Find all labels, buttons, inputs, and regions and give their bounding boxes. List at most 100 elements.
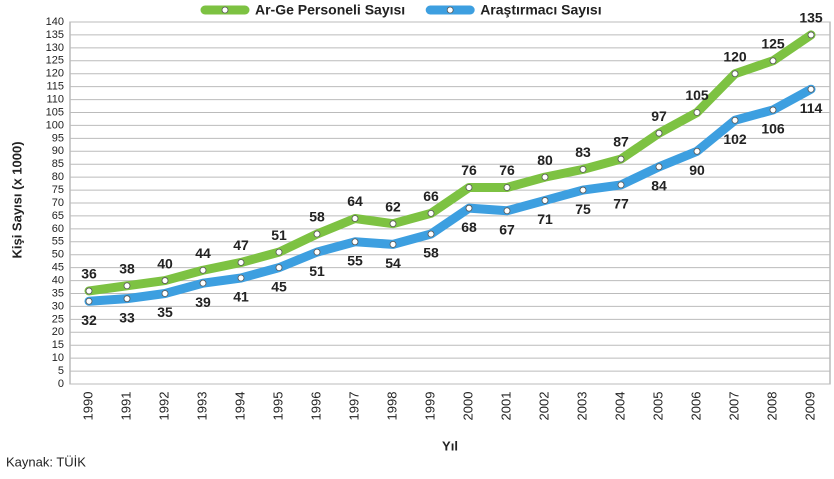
value-label: 106	[761, 121, 785, 137]
x-axis-label: Yıl	[442, 438, 458, 453]
y-tick-label: 30	[52, 300, 64, 312]
value-label: 77	[613, 196, 629, 212]
y-tick-label: 115	[46, 81, 64, 93]
point-marker	[579, 186, 587, 194]
value-label: 135	[799, 10, 823, 26]
point-marker	[199, 266, 207, 274]
point-marker	[731, 116, 739, 124]
y-tick-label: 75	[52, 184, 64, 196]
x-tick-label: 1990	[80, 392, 95, 421]
x-tick-label: 2001	[498, 392, 513, 421]
value-label: 40	[157, 255, 173, 271]
point-marker	[313, 248, 321, 256]
y-tick-label: 135	[46, 29, 64, 41]
point-marker	[275, 264, 283, 272]
series-line	[84, 30, 816, 296]
value-label: 32	[81, 312, 97, 328]
value-label: 51	[271, 227, 287, 243]
value-label: 97	[651, 108, 667, 124]
legend-marker	[221, 6, 229, 14]
y-tick-label: 45	[52, 262, 64, 274]
x-tick-label: 2006	[688, 392, 703, 421]
value-label: 75	[575, 201, 591, 217]
value-label: 47	[233, 237, 249, 253]
y-tick-label: 110	[46, 93, 64, 105]
point-marker	[769, 57, 777, 65]
y-tick-label: 55	[52, 236, 64, 248]
value-label: 76	[499, 162, 515, 178]
x-tick-label: 1993	[194, 392, 209, 421]
value-label: 83	[575, 144, 591, 160]
y-tick-label: 85	[52, 158, 64, 170]
y-tick-label: 50	[52, 249, 64, 261]
legend-label: Ar-Ge Personeli Sayısı	[255, 2, 405, 18]
x-tick-label: 1992	[156, 392, 171, 421]
y-tick-label: 0	[58, 378, 64, 390]
x-tick-label: 1996	[308, 392, 323, 421]
value-label: 45	[271, 278, 287, 294]
point-marker	[617, 155, 625, 163]
y-tick-label: 90	[52, 145, 64, 157]
point-marker	[275, 248, 283, 256]
value-label: 102	[723, 131, 747, 147]
point-marker	[313, 230, 321, 238]
point-marker	[237, 274, 245, 282]
y-tick-label: 130	[46, 42, 64, 54]
y-tick-label: 60	[52, 223, 64, 235]
point-marker	[465, 204, 473, 212]
y-tick-label: 25	[52, 313, 64, 325]
y-tick-label: 10	[52, 352, 64, 364]
point-marker	[541, 197, 549, 204]
x-tick-label: 1991	[118, 392, 133, 421]
y-tick-label: 15	[52, 339, 64, 351]
value-label: 66	[423, 188, 439, 204]
y-axis-label: Kişi Sayısı (x 1000)	[9, 141, 24, 258]
y-tick-label: 35	[52, 287, 64, 299]
x-tick-label: 2005	[650, 392, 665, 421]
y-tick-label: 140	[46, 16, 64, 28]
x-tick-label: 2004	[612, 392, 627, 421]
point-marker	[807, 85, 815, 93]
value-label: 36	[81, 266, 97, 282]
point-marker	[389, 220, 397, 228]
y-tick-label: 105	[46, 106, 64, 118]
y-tick-label: 5	[58, 365, 64, 377]
series-line	[84, 84, 816, 306]
point-marker	[161, 277, 169, 284]
point-marker	[123, 295, 131, 303]
value-label: 105	[685, 87, 709, 103]
point-marker	[389, 240, 397, 248]
x-tick-label: 2008	[764, 392, 779, 421]
x-tick-label: 1994	[232, 392, 247, 421]
x-tick-label: 2002	[536, 392, 551, 421]
y-tick-label: 80	[52, 171, 64, 183]
point-marker	[617, 181, 625, 189]
point-marker	[465, 184, 473, 191]
x-tick-label: 2007	[726, 392, 741, 421]
x-tick-label: 2000	[460, 392, 475, 421]
y-tick-label: 40	[52, 274, 64, 286]
value-label: 114	[800, 100, 823, 116]
value-label: 39	[195, 294, 211, 310]
point-marker	[427, 209, 435, 217]
point-marker	[351, 238, 359, 246]
point-marker	[351, 215, 359, 222]
y-tick-label: 100	[46, 119, 64, 131]
value-label: 71	[537, 211, 553, 227]
y-tick-label: 125	[46, 55, 64, 67]
x-tick-label: 1999	[422, 392, 437, 421]
value-label: 54	[385, 255, 401, 271]
legend-marker	[446, 6, 454, 14]
x-tick-label: 1995	[270, 392, 285, 421]
value-label: 35	[157, 304, 173, 320]
y-tick-label: 65	[52, 210, 64, 222]
value-label: 44	[195, 245, 211, 261]
point-marker	[161, 290, 169, 297]
value-label: 90	[689, 162, 705, 178]
point-marker	[199, 279, 207, 287]
point-marker	[85, 287, 93, 295]
value-label: 68	[461, 219, 477, 235]
value-label: 58	[423, 245, 439, 261]
